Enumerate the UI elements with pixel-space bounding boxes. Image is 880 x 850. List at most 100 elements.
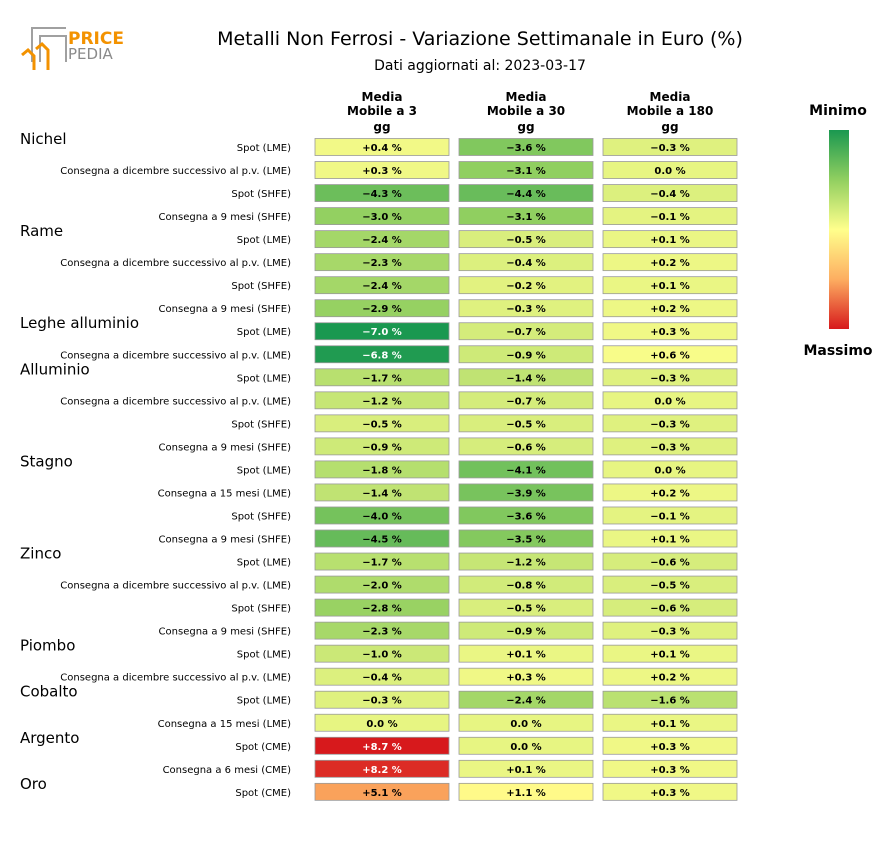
cell-value-label: +0.2 % <box>650 258 690 269</box>
cell-value-label: −0.7 % <box>506 327 546 338</box>
column-headers: Media Mobile a 3 gg Media Mobile a 30 gg… <box>347 90 713 134</box>
cell-value-label: −2.4 % <box>506 696 546 707</box>
heatmap-cell <box>602 299 738 318</box>
cell-value-label: +0.1 % <box>506 765 546 776</box>
cell-value-label: −2.4 % <box>362 235 402 246</box>
cell-value-label: −0.3 % <box>650 373 690 384</box>
cell-value-label: −0.9 % <box>362 442 402 453</box>
chart-subtitle: Dati aggiornati al: 2023-03-17 <box>374 58 586 74</box>
heatmap-cell <box>602 529 738 548</box>
cell-value-label: +0.2 % <box>650 304 690 315</box>
row-label: Spot (LME) <box>237 558 291 569</box>
cell-value-label: −0.1 % <box>650 212 690 223</box>
table-row: Consegna a 6 mesi (CME) +8.2 % +0.1 % +0.3 … <box>163 759 738 778</box>
cell-value-label: −1.4 % <box>506 373 546 384</box>
cell-value-label: −4.1 % <box>506 465 546 476</box>
table-row: Spot (SHFE) −4.3 % −4.4 % −0.4 % <box>231 184 738 202</box>
cell-value-label: −0.5 % <box>650 581 690 592</box>
cell-value-label: 0.0 % <box>510 742 541 753</box>
row-label: Spot (LME) <box>237 327 291 338</box>
row-label: Consegna a 15 mesi (LME) <box>158 719 291 730</box>
row-label: Spot (LME) <box>237 373 291 384</box>
heatmap-cell <box>602 345 738 364</box>
row-label: Consegna a dicembre successivo al p.v. (… <box>60 350 291 361</box>
heatmap-cell <box>314 368 450 387</box>
group-label: Nichel <box>20 130 67 148</box>
heatmap-cell <box>458 276 594 295</box>
cell-value-label: −0.5 % <box>506 235 546 246</box>
cell-value-label: −0.3 % <box>506 304 546 315</box>
cell-value-label: −2.9 % <box>362 304 402 315</box>
cell-value-label: −1.6 % <box>650 696 690 707</box>
cell-value-label: −0.6 % <box>506 442 546 453</box>
cell-value-label: −1.7 % <box>362 558 402 569</box>
cell-value-label: −3.5 % <box>506 535 546 546</box>
cell-value-label: +5.1 % <box>362 788 402 799</box>
table-row: Consegna a 9 mesi (SHFE) −2.3 % −0.9 % −0.3… <box>159 621 738 640</box>
column-header-1-line2: Mobile a 3 <box>347 104 417 118</box>
heatmap-cell <box>458 552 594 571</box>
cell-value-label: +0.2 % <box>650 673 690 684</box>
heatmap-cell <box>314 391 450 410</box>
group-label: Zinco <box>20 545 61 563</box>
cell-value-label: 0.0 % <box>510 719 541 730</box>
row-label: Consegna a dicembre successivo al p.v. (… <box>60 581 291 592</box>
group-label: Rame <box>20 222 63 240</box>
heatmap-cell <box>458 368 594 387</box>
cell-value-label: +0.1 % <box>650 650 690 661</box>
heatmap-cell <box>314 184 450 202</box>
table-row: Argento Spot (CME) +8.7 % 0.0 % +0.3 % <box>20 729 738 755</box>
column-header-1: Media Mobile a 3 gg <box>347 90 417 134</box>
column-header-1-line3: gg <box>373 120 390 134</box>
cell-value-label: −0.3 % <box>650 143 690 154</box>
heatmap-cell <box>314 483 450 502</box>
heatmap-cell <box>602 414 738 433</box>
heatmap-cell <box>314 414 450 433</box>
row-label: Spot (LME) <box>237 465 291 476</box>
heatmap-cell <box>458 667 594 686</box>
group-label: Cobalto <box>20 683 78 701</box>
row-label: Spot (SHFE) <box>231 189 291 200</box>
heatmap-cell <box>314 782 450 801</box>
heatmap-cell <box>602 138 738 156</box>
table-row: Rame Spot (LME) −2.4 % −0.5 % +0.1 % <box>20 222 738 249</box>
heatmap-cell <box>458 621 594 640</box>
cell-value-label: −7.0 % <box>362 327 402 338</box>
cell-value-label: −3.6 % <box>506 143 546 154</box>
heatmap-cell <box>314 437 450 456</box>
heatmap-cell <box>458 322 594 341</box>
group-label: Leghe alluminio <box>20 314 139 332</box>
heatmap-cell <box>314 322 450 341</box>
cell-value-label: 0.0 % <box>654 396 685 407</box>
heatmap-cell <box>458 414 594 433</box>
cell-value-label: −0.3 % <box>362 696 402 707</box>
row-label: Consegna a dicembre successivo al p.v. (… <box>60 258 291 269</box>
row-label: Spot (LME) <box>237 143 291 154</box>
row-label: Consegna a 6 mesi (CME) <box>163 765 292 776</box>
cell-value-label: −1.4 % <box>362 488 402 499</box>
logo-text-pedia: PEDIA <box>68 45 113 63</box>
heatmap-cell <box>314 644 450 663</box>
heatmap-cell <box>458 736 594 755</box>
cell-value-label: −3.1 % <box>506 212 546 223</box>
heatmap-cell <box>602 575 738 594</box>
column-header-3-line2: Mobile a 180 <box>627 104 714 118</box>
cell-value-label: −0.9 % <box>506 350 546 361</box>
heatmap-cell <box>314 161 450 179</box>
legend-max-label: Massimo <box>803 343 872 359</box>
heatmap-cell <box>314 299 450 318</box>
heatmap-cell <box>458 483 594 502</box>
column-header-1-line1: Media <box>362 90 403 104</box>
column-header-2-line3: gg <box>517 120 534 134</box>
cell-value-label: −0.3 % <box>650 442 690 453</box>
table-row: Spot (SHFE) −0.5 % −0.5 % −0.3 % <box>231 414 738 433</box>
heatmap-cell <box>458 782 594 801</box>
heatmap-cell <box>602 460 738 479</box>
cell-value-label: −2.4 % <box>362 281 402 292</box>
column-header-3-line1: Media <box>650 90 691 104</box>
cell-value-label: +0.1 % <box>650 281 690 292</box>
heatmap-cell <box>458 460 594 479</box>
logo-text-price: PRICE <box>68 29 124 49</box>
